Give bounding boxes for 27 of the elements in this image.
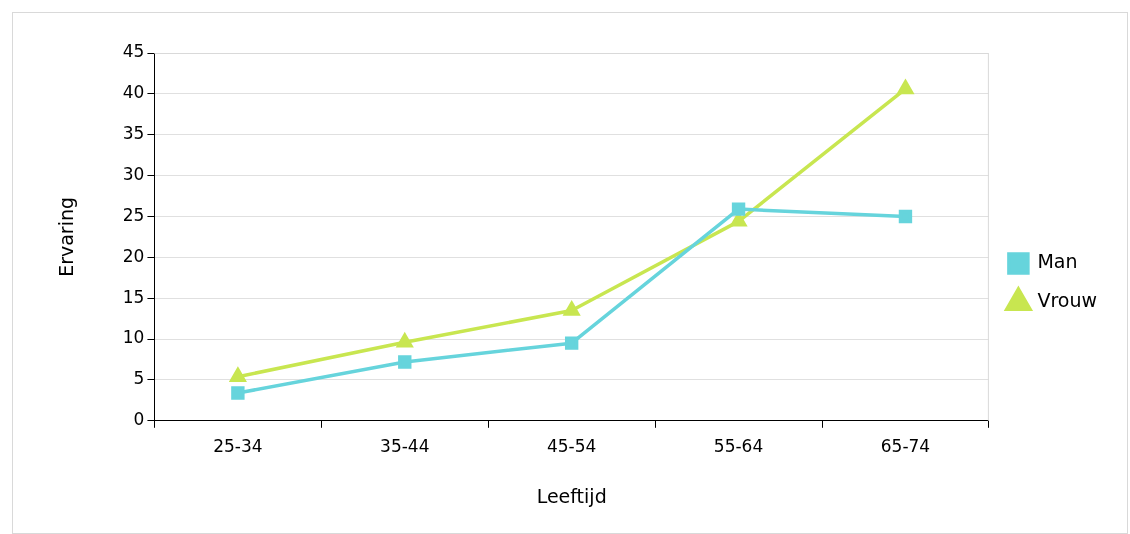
x-tick-label: 45-54 — [546, 436, 597, 457]
x-axis-title: Leeftijd — [536, 484, 607, 507]
y-tick-label: 15 — [122, 286, 145, 307]
point — [898, 209, 913, 224]
y-axis-title: Ervaring — [55, 196, 78, 277]
y-tick-label: 5 — [133, 368, 145, 389]
y-tick-label: 0 — [133, 409, 145, 430]
y-tick-label: 10 — [122, 327, 145, 348]
point — [398, 355, 412, 369]
y-tick-label: 40 — [122, 82, 145, 103]
point — [230, 367, 246, 382]
x-tick-label: 35-44 — [380, 436, 430, 457]
legend-label: Vrouw — [1037, 289, 1098, 312]
legend-label: Man — [1037, 250, 1078, 273]
y-tick-label: 20 — [122, 245, 145, 266]
point — [563, 301, 580, 316]
x-tick-label: 25-34 — [213, 436, 263, 457]
x-tick-label: 55-64 — [713, 436, 764, 457]
point — [731, 202, 746, 216]
y-tick-label: 25 — [122, 204, 145, 225]
point — [897, 80, 914, 95]
point — [564, 336, 579, 350]
y-tick-label: 35 — [122, 123, 145, 144]
x-tick-label: 65-74 — [880, 436, 931, 457]
y-tick-label: 30 — [122, 164, 145, 185]
y-tick-label: 45 — [122, 41, 145, 62]
point — [231, 386, 245, 400]
